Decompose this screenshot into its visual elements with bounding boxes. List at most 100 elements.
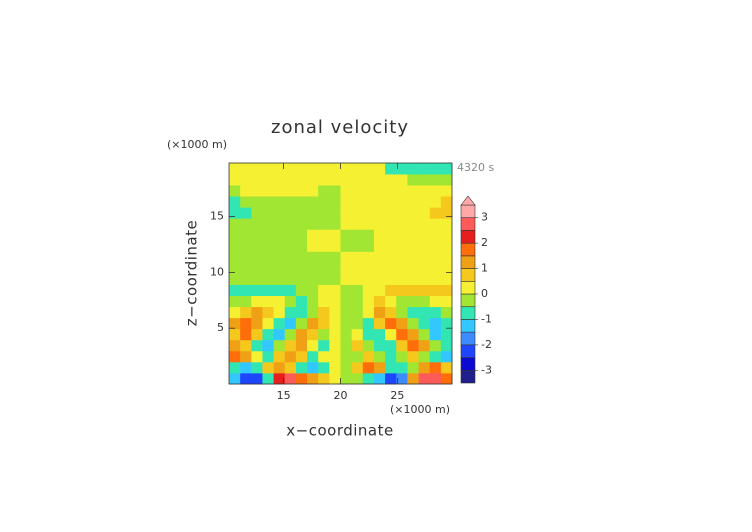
colorbar-tick-label: 2	[481, 236, 488, 249]
field-cell	[273, 262, 286, 274]
field-cell	[251, 262, 263, 274]
field-cell	[318, 306, 330, 319]
field-cell	[295, 273, 308, 285]
field-cell	[362, 350, 375, 363]
field-cell	[240, 350, 252, 363]
y-tick-label: 5	[217, 321, 224, 334]
field-cell	[284, 218, 297, 230]
field-cell	[273, 350, 286, 363]
field-cell	[351, 306, 364, 319]
field-cell	[307, 361, 319, 374]
field-cell	[240, 196, 252, 208]
field-cell	[385, 295, 397, 308]
field-cell	[340, 339, 353, 352]
field-cell	[251, 350, 263, 363]
field-cell	[407, 350, 419, 363]
field-cell	[284, 207, 297, 219]
colorbar-box	[460, 280, 476, 295]
field-cell	[229, 350, 241, 363]
x-unit: (×1000 m)	[390, 403, 450, 416]
field-cell	[251, 229, 263, 241]
field-cell	[340, 273, 353, 285]
field-cell	[284, 251, 297, 263]
colorbar-box	[460, 319, 476, 333]
x-tick-label: 25	[390, 389, 404, 402]
colorbar-box	[460, 344, 476, 358]
field-cell	[385, 317, 397, 330]
field-cell	[329, 218, 341, 230]
field-cell	[440, 273, 453, 285]
field-cell	[351, 185, 364, 197]
field-cell	[329, 174, 341, 186]
field-cell	[385, 372, 397, 385]
field-cell	[262, 229, 274, 241]
field-cell	[440, 163, 453, 175]
field-cell	[284, 350, 297, 363]
field-cell	[429, 273, 442, 285]
field-cell	[385, 273, 397, 285]
field-cell	[396, 196, 408, 208]
field-cell	[407, 273, 419, 285]
field-cell	[329, 350, 341, 363]
field-cell	[307, 229, 319, 241]
field-cell	[273, 317, 286, 330]
field-cell	[385, 185, 397, 197]
field-cell	[262, 163, 274, 175]
field-cell	[307, 273, 319, 285]
field-cell	[429, 284, 442, 296]
field-cell	[407, 185, 419, 197]
field-cell	[351, 240, 364, 252]
field-cell	[329, 306, 341, 319]
colorbar-box	[460, 293, 476, 308]
field-cell	[340, 251, 353, 263]
field-cell	[418, 229, 431, 241]
field-cell	[396, 262, 408, 274]
field-cell	[251, 240, 263, 252]
field-cell	[429, 306, 442, 319]
field-cell	[307, 196, 319, 208]
field-cell	[418, 262, 431, 274]
field-cell	[351, 317, 364, 330]
field-cell	[418, 163, 431, 175]
field-cell	[240, 185, 252, 197]
field-cell	[429, 361, 442, 374]
field-cell	[373, 295, 386, 308]
field-cell	[418, 361, 431, 374]
field-cell	[251, 185, 263, 197]
field-cell	[251, 328, 263, 341]
field-cell	[229, 295, 241, 308]
field-cell	[362, 251, 375, 263]
field-cell	[307, 350, 319, 363]
field-cell	[307, 218, 319, 230]
field-cell	[318, 273, 330, 285]
field-cell	[251, 372, 263, 385]
field-cell	[418, 251, 431, 263]
field-cell	[351, 174, 364, 186]
field-cell	[329, 372, 341, 385]
field-cell	[307, 295, 319, 308]
field-cell	[440, 240, 453, 252]
field-cell	[373, 229, 386, 241]
field-cell	[229, 284, 241, 296]
field-cell	[440, 284, 453, 296]
field-cell	[396, 361, 408, 374]
field-cell	[373, 174, 386, 186]
field-cell	[407, 207, 419, 219]
field-cell	[418, 174, 431, 186]
field-cell	[240, 372, 252, 385]
field-cell	[240, 163, 252, 175]
field-cell	[318, 185, 330, 197]
field-cell	[295, 372, 308, 385]
field-cell	[351, 295, 364, 308]
field-cell	[396, 350, 408, 363]
x-tick-label: 20	[334, 389, 348, 402]
field-cell	[251, 196, 263, 208]
colorbar-box	[460, 331, 476, 346]
field-cell	[240, 317, 252, 330]
field-cell	[284, 295, 297, 308]
field-cell	[318, 207, 330, 219]
field-cell	[418, 218, 431, 230]
field-cell	[407, 174, 419, 186]
field-cell	[284, 240, 297, 252]
